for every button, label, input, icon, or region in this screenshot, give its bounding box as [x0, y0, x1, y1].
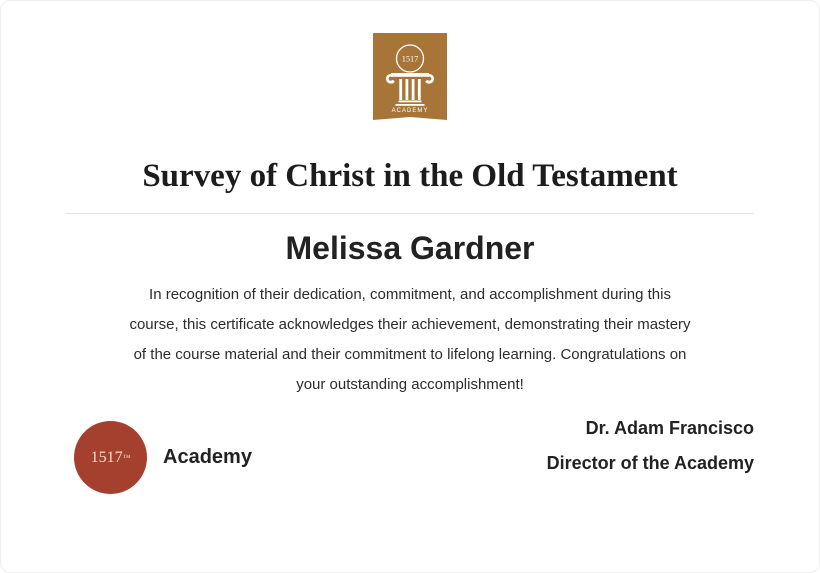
svg-text:1517: 1517 [402, 55, 419, 64]
svg-text:ACADEMY: ACADEMY [392, 108, 429, 114]
